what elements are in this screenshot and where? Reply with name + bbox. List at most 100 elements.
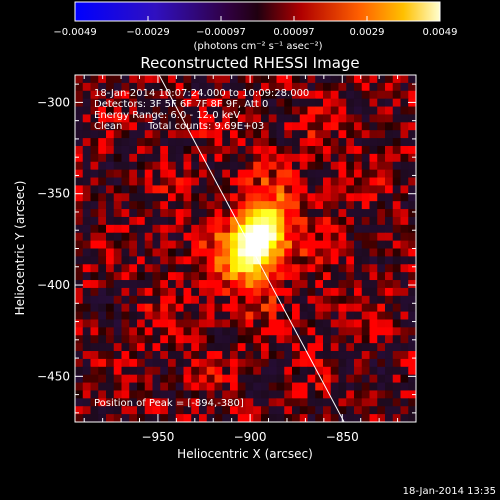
heatmap-cell [408,280,416,289]
heatmap-cell [121,351,130,360]
heatmap-cell [276,358,285,368]
heatmap-cell [106,319,115,328]
heatmap-cell [106,130,115,139]
heatmap-cell [338,98,347,108]
heatmap-cell [284,90,293,100]
heatmap-cell [230,145,239,155]
heatmap-cell [392,114,402,123]
heatmap-cell [377,114,386,123]
heatmap-cell [129,335,138,344]
heatmap-cell [214,161,223,171]
heatmap-cell [338,209,347,218]
heatmap-cell [323,343,332,352]
heatmap-cell [206,75,216,84]
heatmap-cell [214,177,223,187]
heatmap-cell [361,193,371,202]
heatmap-cell [82,327,92,336]
heatmap-cell [245,358,254,368]
heatmap-cell [90,374,99,384]
heatmap-cell [323,366,332,376]
heatmap-cell [408,406,416,415]
heatmap-cell [75,130,84,139]
heatmap-cell [261,224,270,234]
heatmap-cell [129,106,138,116]
heatmap-cell [230,82,239,92]
heatmap-cell [276,264,285,273]
heatmap-cell [183,122,192,131]
heatmap-cell [214,201,223,210]
y-axis-label: Heliocentric Y (arcsec) [13,181,27,316]
heatmap-cell [268,90,278,100]
plot-area [75,75,416,422]
heatmap-cell [222,130,231,139]
heatmap-cell [75,90,84,100]
heatmap-cell [191,280,200,289]
heatmap-cell [191,303,200,313]
heatmap-cell [307,90,316,100]
heatmap-cell [408,311,416,321]
heatmap-cell [230,351,239,360]
heatmap-cell [230,201,239,210]
heatmap-cell [268,414,278,422]
heatmap-cell [90,145,99,155]
heatmap-cell [392,327,402,336]
heatmap-cell [113,366,123,376]
heatmap-cell [191,177,200,187]
heatmap-cell [98,177,107,187]
heatmap-cell [315,201,324,210]
heatmap-cell [268,98,278,108]
annotation-total-counts: Total counts: 9.69E+03 [147,121,264,132]
heatmap-cell [183,153,192,163]
heatmap-cell [121,264,130,273]
heatmap-cell [346,216,355,226]
heatmap-cell [361,82,371,92]
heatmap-cell [75,287,84,297]
heatmap-cell [152,327,161,336]
heatmap-cell [230,295,239,305]
heatmap-cell [354,130,363,139]
heatmap-cell [199,90,208,100]
heatmap-cell [338,201,347,210]
heatmap-cell [276,256,285,265]
heatmap-cell [199,382,208,392]
heatmap-cell [206,272,216,281]
heatmap-cell [230,343,239,352]
heatmap-cell [230,193,239,202]
heatmap-cell [261,193,270,202]
heatmap-cell [400,169,409,179]
heatmap-cell [385,382,394,392]
heatmap-cell [385,224,394,234]
heatmap-cell [98,130,107,139]
heatmap-cell [253,106,262,116]
heatmap-cell [237,295,247,305]
heatmap-cell [222,209,231,218]
colorbar-tick-label: 0.00097 [273,27,314,38]
heatmap-cell [113,224,123,234]
heatmap-cell [400,75,409,84]
heatmap-cell [168,390,177,399]
heatmap-cell [175,406,185,415]
heatmap-cell [113,248,123,257]
heatmap-cell [183,75,192,84]
heatmap-cell [261,406,270,415]
heatmap-cell [183,216,192,226]
heatmap-cell [152,169,161,179]
heatmap-cell [168,185,177,194]
heatmap-cell [129,414,138,422]
heatmap-cell [253,169,262,179]
heatmap-cell [183,295,192,305]
heatmap-cell [214,82,223,92]
heatmap-cell [129,145,138,155]
heatmap-cell [276,224,285,234]
heatmap-cell [338,177,347,187]
heatmap-cell [191,90,200,100]
heatmap-cell [323,177,332,187]
heatmap-cell [307,145,316,155]
heatmap-cell [408,327,416,336]
heatmap-cell [237,382,247,392]
heatmap-cell [400,82,409,92]
heatmap-cell [144,406,154,415]
heatmap-cell [206,335,216,344]
heatmap-cell [292,240,301,250]
heatmap-cell [377,185,386,194]
